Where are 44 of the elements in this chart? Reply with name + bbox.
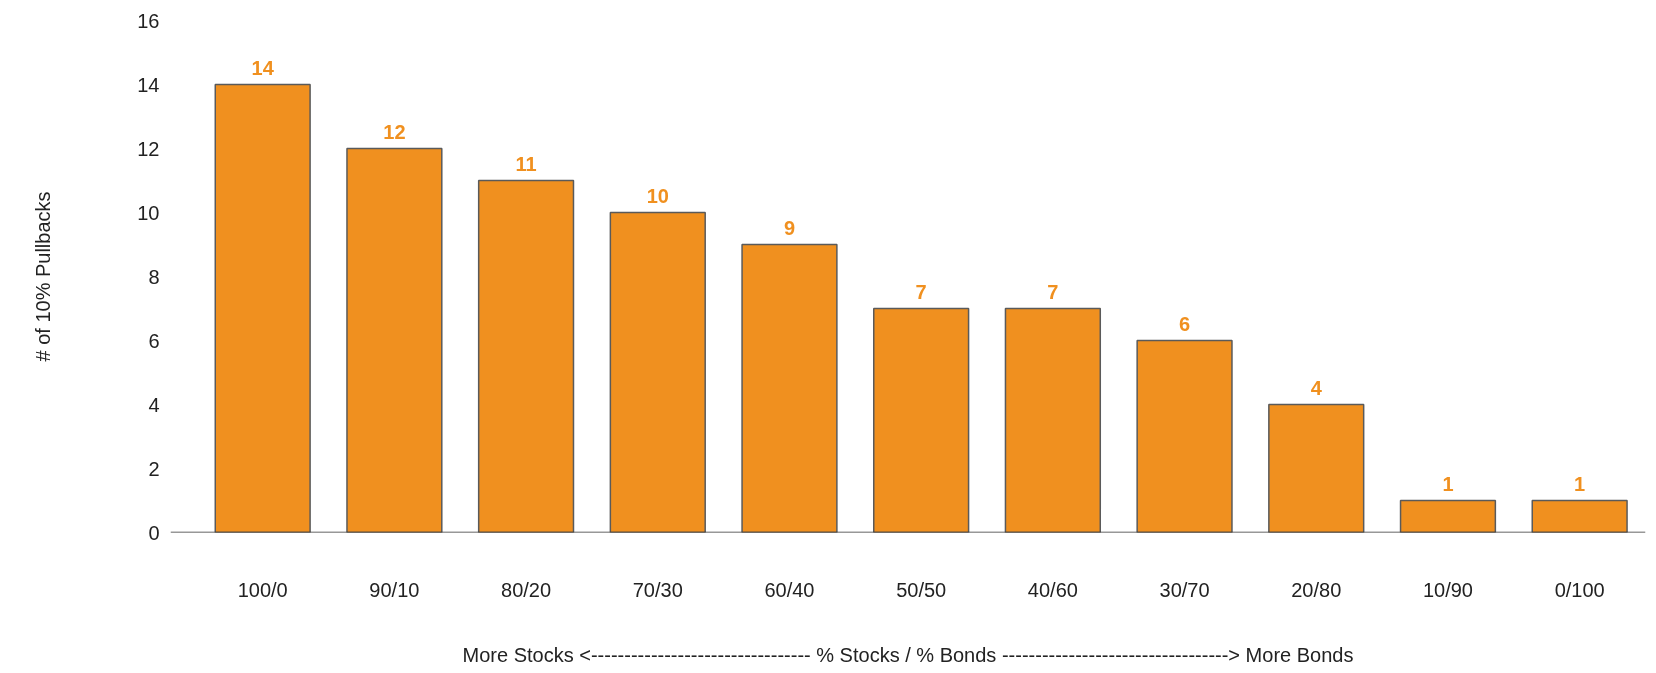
bar: [741, 243, 838, 533]
y-tick-label: 12: [137, 137, 160, 160]
x-tick-label: 50/50: [896, 578, 947, 601]
y-tick-label: 2: [148, 457, 160, 480]
data-label: 1: [1574, 472, 1586, 495]
data-label: 7: [915, 280, 927, 303]
y-tick-label: 4: [148, 393, 160, 416]
y-tick-label: 14: [137, 73, 160, 96]
x-tick-label: 100/0: [237, 578, 288, 601]
x-axis-title: More Stocks <--------------------------------- % Stocks / % Bonds ----------------------------------> More Bonds: [462, 643, 1354, 666]
y-tick-label: 0: [148, 521, 160, 544]
data-label: 9: [783, 216, 796, 239]
y-tick-label: 8: [148, 265, 160, 288]
data-label: 7: [1047, 280, 1059, 303]
bar: [873, 307, 970, 533]
x-tick-label: 30/70: [1159, 578, 1210, 601]
x-tick-label: 90/10: [369, 578, 420, 601]
data-label: 14: [251, 56, 275, 79]
data-label: 4: [1310, 376, 1323, 399]
bar: [609, 211, 706, 533]
data-label: 10: [646, 184, 669, 207]
x-tick-label: 40/60: [1027, 578, 1078, 601]
bar: [1136, 339, 1233, 533]
data-label: 12: [383, 120, 406, 143]
x-tick-label: 60/40: [764, 578, 815, 601]
y-tick-label: 10: [137, 201, 160, 224]
bar: [477, 179, 575, 533]
bar: [1531, 499, 1628, 533]
y-axis-title: # of 10% Pullbacks: [32, 191, 55, 362]
y-tick-label: 16: [137, 9, 160, 32]
bar: [214, 83, 311, 533]
data-label: 1: [1442, 472, 1454, 495]
bar: [1399, 499, 1497, 533]
x-tick-label: 80/20: [501, 578, 552, 601]
data-label: 6: [1179, 312, 1191, 335]
bar: [1004, 307, 1102, 533]
x-tick-label: 70/30: [632, 578, 683, 601]
x-tick-label: 20/80: [1291, 578, 1342, 601]
x-tick-label: 0/100: [1554, 578, 1605, 601]
y-tick-label: 6: [148, 329, 160, 352]
data-label: 11: [515, 152, 537, 175]
bar: [346, 147, 443, 533]
bar: [1268, 403, 1365, 533]
x-tick-label: 10/90: [1422, 578, 1473, 601]
